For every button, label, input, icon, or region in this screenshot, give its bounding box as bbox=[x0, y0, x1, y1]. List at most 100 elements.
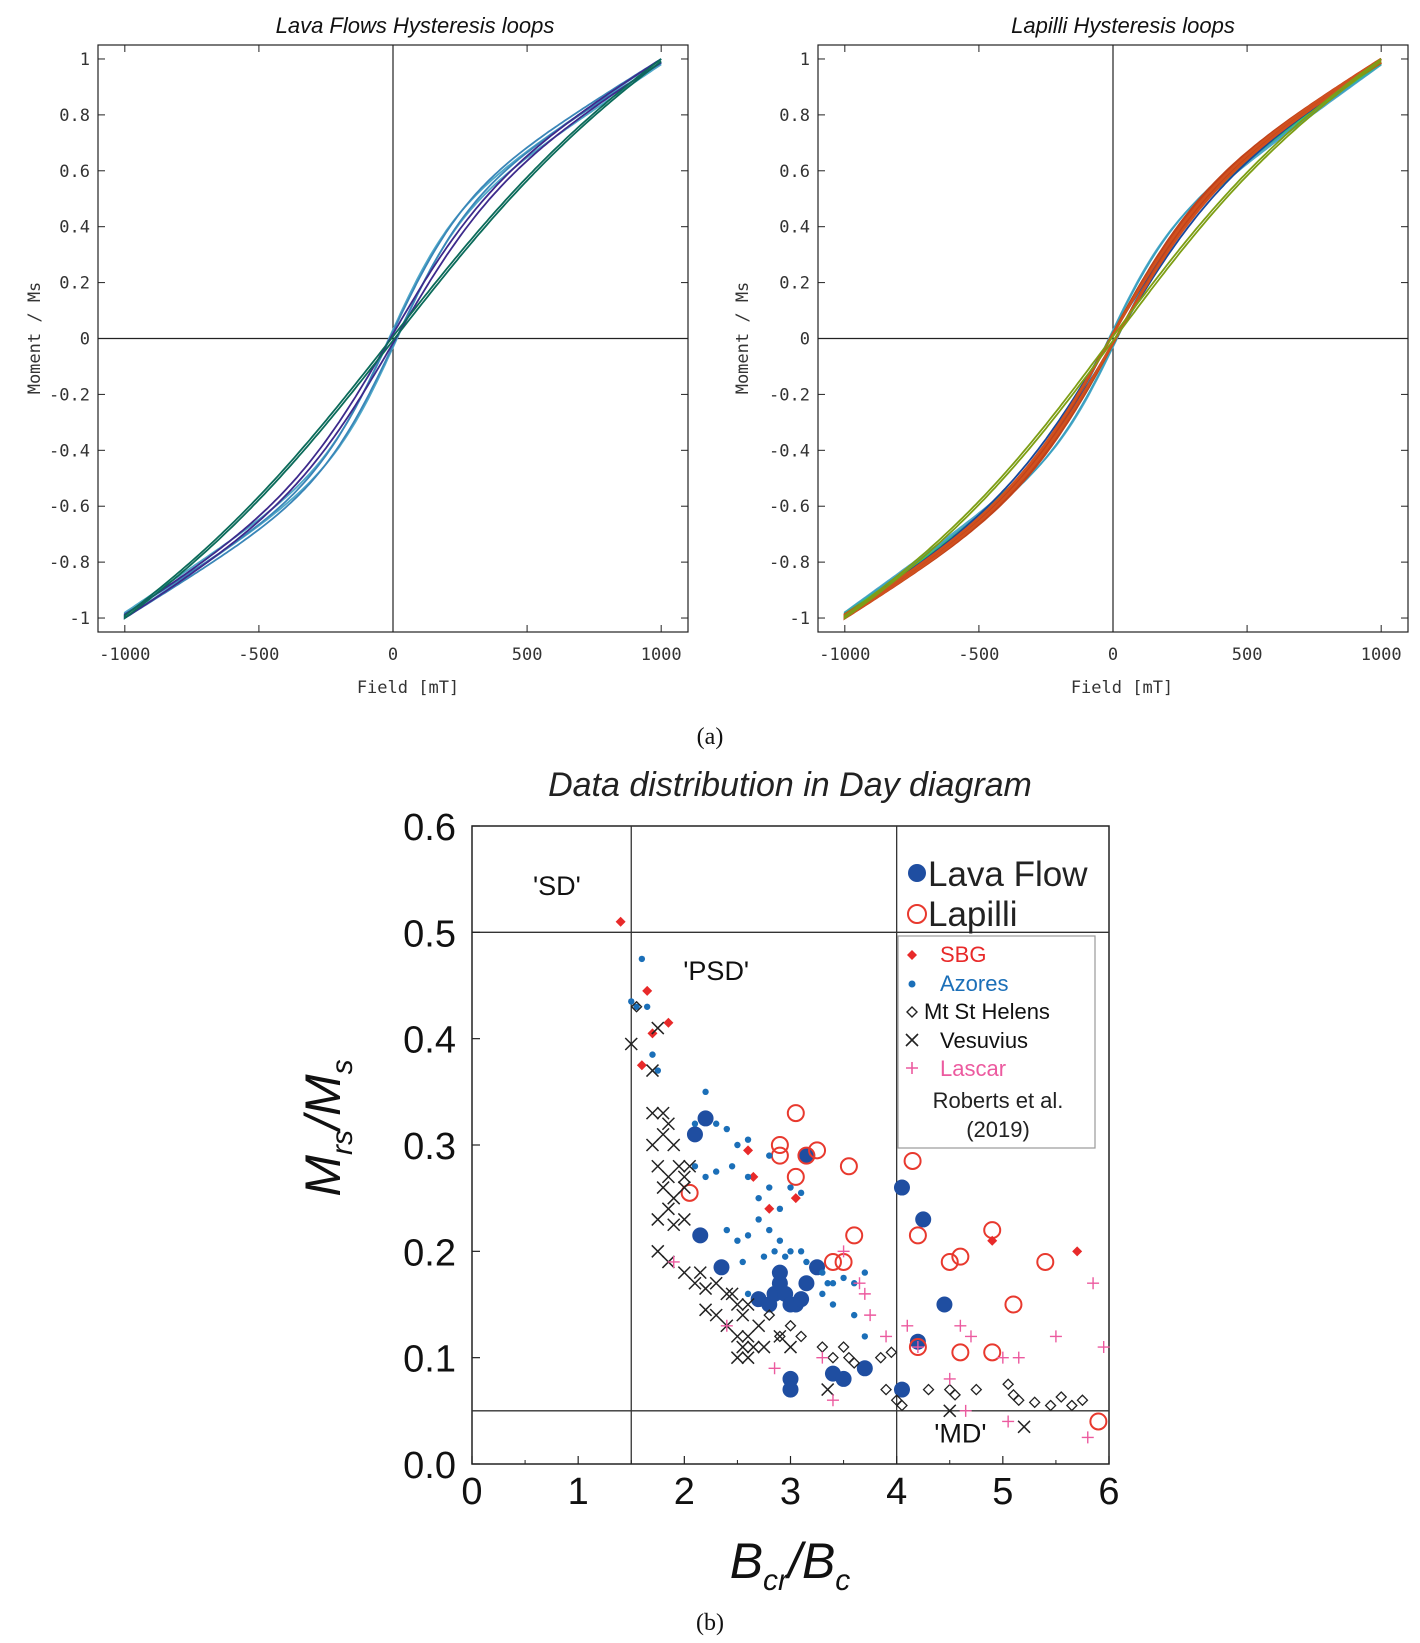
y-tick-label: -1 bbox=[790, 609, 810, 629]
point-lascar bbox=[826, 1394, 839, 1407]
point-azores bbox=[744, 1290, 752, 1298]
y-tick-label: 0.6 bbox=[779, 162, 810, 182]
y-tick-label: 0.4 bbox=[779, 218, 810, 238]
point-vesuvius bbox=[645, 1106, 660, 1120]
point-azores bbox=[771, 1248, 778, 1255]
lapilli-axes bbox=[818, 45, 1408, 632]
point-azores bbox=[766, 1226, 773, 1234]
point-vesuvius bbox=[699, 1303, 713, 1317]
point-vesuvius bbox=[677, 1266, 691, 1280]
x-tick-label: 3 bbox=[780, 1471, 801, 1513]
region-label: 'SD' bbox=[533, 871, 581, 901]
point-lascar bbox=[964, 1330, 977, 1343]
point-lascar bbox=[667, 1255, 680, 1268]
point-azores bbox=[819, 1269, 826, 1276]
point-lascar bbox=[911, 1341, 924, 1354]
point-lascar bbox=[1081, 1431, 1094, 1444]
point-azores bbox=[744, 1232, 752, 1239]
point-mt-st-helens bbox=[1076, 1394, 1089, 1407]
point-mt-st-helens bbox=[943, 1383, 956, 1396]
point-lascar bbox=[880, 1330, 893, 1343]
point-sbg bbox=[764, 1203, 775, 1214]
point-lava-flow bbox=[692, 1227, 709, 1244]
x-tick-label: 6 bbox=[1098, 1471, 1119, 1513]
point-mt-st-helens bbox=[896, 1399, 908, 1412]
point-vesuvius bbox=[651, 1212, 665, 1226]
legend-lava-flow-label: Lava Flow bbox=[928, 855, 1088, 894]
point-vesuvius bbox=[709, 1276, 723, 1290]
y-tick-label: 1 bbox=[80, 50, 90, 70]
point-vesuvius bbox=[730, 1329, 744, 1343]
point-azores bbox=[851, 1311, 858, 1319]
point-lascar bbox=[853, 1277, 866, 1290]
point-vesuvius bbox=[661, 1170, 675, 1184]
point-azores bbox=[829, 1301, 837, 1308]
lapilli-tick-labels: -1000 -500 0 500 1000 1 0.8 0.6 0.4 0.2 0 -0.2 -0.4 -… bbox=[769, 50, 1402, 665]
legend-lava-flow-marker bbox=[908, 864, 926, 882]
legend-sbg-marker bbox=[907, 950, 917, 960]
point-vesuvius bbox=[736, 1308, 750, 1322]
point-lapilli bbox=[1036, 1252, 1055, 1271]
point-lascar bbox=[837, 1245, 850, 1258]
y-tick-label: 0.5 bbox=[403, 913, 456, 955]
legend-lascar-marker bbox=[906, 1062, 918, 1074]
day-diagram-chart: Data distribution in Day diagram 0 1 2 3 4 5 6… bbox=[295, 766, 1120, 1597]
point-lascar bbox=[720, 1319, 733, 1332]
point-lascar bbox=[959, 1404, 972, 1417]
point-azores bbox=[755, 1194, 762, 1202]
y-tick-label: -1 bbox=[70, 609, 90, 629]
point-lascar bbox=[954, 1319, 967, 1332]
point-mt-st-helens bbox=[885, 1346, 898, 1359]
point-lapilli bbox=[1004, 1295, 1023, 1314]
x-tick-label: 0 bbox=[388, 645, 398, 665]
legend-mt-st-helens-label: Mt St Helens bbox=[924, 999, 1050, 1024]
y-tick-label: 0.4 bbox=[59, 218, 90, 238]
point-mt-st-helens bbox=[874, 1351, 887, 1364]
point-vesuvius bbox=[677, 1180, 691, 1195]
lava-flows-tick-labels: -1000 -500 0 500 1000 1 0.8 0.6 0.4 0.2 0 -0.2 -0.4 -… bbox=[49, 50, 682, 665]
y-tick-label: 0.4 bbox=[403, 1020, 456, 1062]
y-tick-label: 0.8 bbox=[59, 106, 90, 126]
point-vesuvius bbox=[752, 1319, 766, 1333]
point-lascar bbox=[901, 1319, 914, 1332]
lava-flows-x-axis-label: Field [mT] bbox=[357, 678, 459, 698]
point-lava-flow bbox=[893, 1179, 910, 1196]
point-azores bbox=[702, 1173, 709, 1181]
point-mt-st-helens bbox=[848, 1357, 861, 1369]
point-lascar bbox=[1097, 1341, 1110, 1354]
point-lava-flow bbox=[893, 1381, 910, 1398]
y-tick-label: 0 bbox=[800, 330, 810, 350]
y-tick-label: 0.6 bbox=[403, 807, 456, 849]
point-azores bbox=[643, 1003, 651, 1010]
roberts-legend: SBG Azores Mt St Helens Vesuvius Lascar … bbox=[897, 935, 1096, 1149]
point-vesuvius bbox=[645, 1064, 660, 1078]
day-diagram-y-axis-label: Mrs/Ms bbox=[295, 1059, 359, 1196]
day-diagram-reference-lines bbox=[472, 826, 1109, 1464]
point-vesuvius bbox=[645, 1138, 660, 1152]
point-azores bbox=[734, 1237, 741, 1244]
point-vesuvius bbox=[736, 1340, 750, 1354]
legend-azores-label: Azores bbox=[940, 971, 1008, 996]
point-lascar bbox=[864, 1309, 877, 1322]
point-lascar bbox=[1049, 1330, 1062, 1343]
point-lava-flow bbox=[697, 1110, 714, 1127]
hysteresis-loop-7 bbox=[843, 58, 1382, 620]
point-azores bbox=[728, 1163, 736, 1170]
point-azores bbox=[723, 1125, 730, 1133]
legend-lascar-label: Lascar bbox=[940, 1056, 1006, 1081]
point-sbg bbox=[748, 1171, 759, 1182]
point-lascar bbox=[768, 1362, 781, 1375]
lapilli-hysteresis-chart: Lapilli Hysteresis loops -1000 -500 0 500 10… bbox=[733, 13, 1409, 698]
x-tick-label: 1000 bbox=[641, 645, 682, 665]
y-tick-label: -0.6 bbox=[769, 497, 810, 517]
point-vesuvius bbox=[661, 1202, 675, 1216]
point-azores bbox=[691, 1163, 699, 1170]
point-azores bbox=[712, 1168, 720, 1175]
point-lava-flow bbox=[782, 1381, 799, 1398]
point-mt-st-helens bbox=[1007, 1388, 1020, 1401]
point-vesuvius bbox=[656, 1106, 670, 1120]
y-tick-label: -0.2 bbox=[769, 385, 810, 405]
point-azores bbox=[633, 1003, 640, 1010]
point-lava-flow bbox=[798, 1275, 815, 1292]
point-vesuvius bbox=[741, 1329, 755, 1343]
